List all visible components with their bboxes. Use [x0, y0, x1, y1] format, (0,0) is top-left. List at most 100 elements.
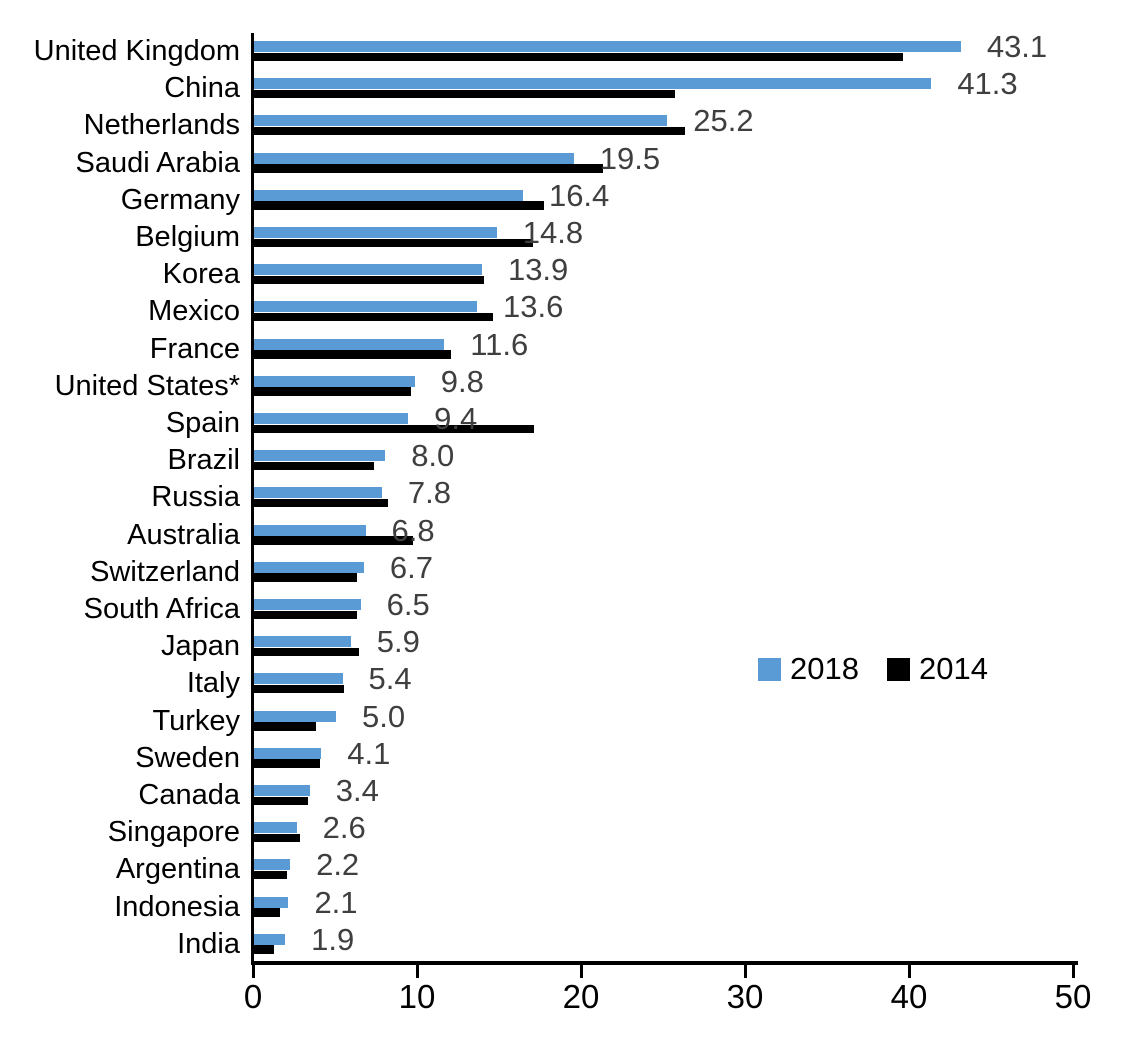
category-label: Mexico [148, 295, 240, 328]
category-label: Indonesia [114, 890, 240, 923]
category-label: Singapore [107, 816, 240, 849]
bar-2014 [254, 908, 281, 917]
x-axis-tick-label: 40 [890, 978, 928, 1015]
category-label: India [177, 927, 240, 960]
bar-2014 [254, 89, 676, 99]
bar-2018 [254, 710, 336, 722]
data-label: 5.0 [362, 698, 406, 734]
bar-2014 [254, 238, 533, 247]
category-label: Japan [160, 630, 240, 663]
legend: 2018 2014 [758, 651, 988, 687]
x-axis-tick-label: 50 [1054, 978, 1092, 1015]
bar-2014 [254, 684, 345, 694]
data-label: 43.1 [986, 29, 1048, 64]
category-label: Turkey [152, 704, 240, 737]
bar-2014 [254, 759, 320, 768]
y-axis-line [251, 33, 254, 965]
data-label: 6.7 [389, 549, 433, 585]
data-label: 11.6 [470, 326, 529, 362]
bar-2014 [254, 461, 374, 471]
x-axis-tick-mark [744, 965, 747, 978]
data-label: 8.0 [411, 438, 455, 474]
category-label: Belgium [135, 221, 240, 254]
category-label: Canada [138, 779, 240, 812]
bar-2014 [254, 945, 274, 954]
x-axis-tick-label: 20 [562, 978, 600, 1015]
bar-2018 [254, 78, 932, 90]
x-axis-tick-label: 30 [726, 978, 764, 1015]
x-axis-tick-mark [1072, 965, 1075, 978]
data-label: 16.4 [548, 177, 610, 213]
x-axis-tick-mark [580, 965, 583, 978]
bar-2018 [254, 561, 364, 573]
category-label: Sweden [135, 741, 240, 774]
data-label: 25.2 [693, 103, 754, 139]
data-label: 19.5 [599, 140, 661, 176]
data-label: 2.2 [316, 847, 360, 883]
data-label: 6.8 [391, 512, 435, 548]
category-label: Russia [151, 481, 240, 514]
category-label: United Kingdom [33, 35, 240, 68]
bar-2014 [254, 796, 309, 805]
bar-2018 [254, 301, 478, 313]
x-axis-tick-mark [416, 965, 419, 978]
data-label: 13.9 [507, 252, 569, 288]
bar-2014 [254, 870, 287, 880]
bar-2014 [254, 573, 358, 582]
bar-2018 [254, 115, 668, 127]
data-label: 2.6 [322, 810, 366, 846]
bar-2018 [254, 524, 366, 536]
bar-2014 [254, 498, 389, 508]
bar-2018 [254, 189, 523, 201]
category-label: Saudi Arabia [75, 146, 240, 179]
bar-2014 [254, 833, 300, 843]
category-label: Italy [186, 667, 240, 700]
bar-2018 [254, 375, 415, 387]
bar-2018 [254, 636, 351, 648]
bar-2018 [254, 785, 310, 796]
bar-2014 [254, 126, 686, 136]
legend-swatch-2014-icon [886, 657, 910, 681]
bar-2014 [254, 424, 535, 433]
category-label: Australia [127, 518, 240, 551]
bar-2018 [254, 747, 322, 759]
data-label: 9.8 [440, 363, 484, 399]
data-label: 2.1 [314, 884, 358, 920]
bar-2018 [254, 450, 386, 462]
bar-2018 [254, 41, 961, 52]
x-axis-tick-mark [908, 965, 911, 978]
x-axis-line [251, 961, 1078, 965]
bar-2018 [254, 487, 382, 499]
bar-2014 [254, 52, 904, 61]
category-label: France [149, 332, 240, 365]
x-axis-tick-label: 10 [398, 978, 436, 1015]
legend-swatch-2018-icon [758, 657, 781, 681]
category-label: Switzerland [90, 555, 240, 588]
bar-2018 [254, 859, 291, 871]
x-axis-tick-label: 0 [243, 978, 263, 1015]
x-axis-tick-mark [252, 965, 255, 978]
category-label: Germany [120, 183, 240, 216]
bar-2014 [254, 536, 414, 545]
bar-2014 [254, 610, 358, 619]
legend-label-2018: 2018 [790, 651, 859, 686]
bar-2014 [254, 275, 484, 285]
bar-2014 [254, 647, 359, 657]
bar-2018 [254, 338, 445, 350]
data-label: 5.4 [368, 661, 412, 697]
data-label: 4.1 [347, 735, 391, 771]
bar-2018 [254, 599, 361, 610]
bar-2018 [254, 933, 286, 945]
data-label: 9.4 [434, 401, 478, 436]
category-label: United States* [54, 369, 240, 402]
bar-2018 [254, 822, 297, 834]
bar-2014 [254, 350, 451, 359]
bar-2018 [254, 896, 289, 908]
legend-item-2014: 2014 [886, 651, 988, 687]
legend-label-2014: 2014 [918, 651, 988, 686]
bar-2014 [254, 312, 494, 322]
bar-2014 [254, 201, 545, 210]
data-label: 13.6 [503, 289, 564, 325]
data-label: 3.4 [335, 773, 379, 808]
